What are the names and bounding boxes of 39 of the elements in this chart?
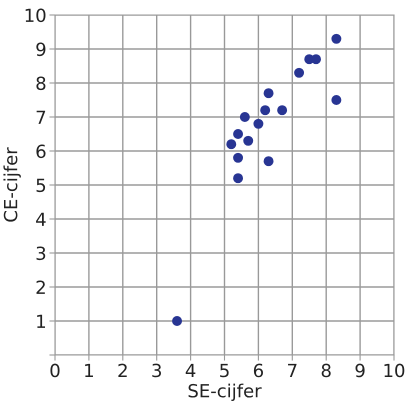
point — [233, 173, 244, 184]
point — [294, 68, 304, 78]
point — [233, 152, 244, 163]
point — [331, 34, 342, 44]
x-tick-label: 5 — [220, 364, 229, 378]
x-tick-label: 4 — [186, 364, 196, 378]
point — [331, 95, 342, 105]
x-tick-label: 0 — [50, 364, 60, 378]
point — [264, 88, 274, 98]
point — [240, 112, 250, 122]
x-tick-label: 8 — [322, 364, 331, 378]
point — [253, 118, 264, 129]
y-tick-label: 2 — [36, 280, 45, 294]
point — [277, 105, 288, 116]
y-axis-title: CE-cijfer — [3, 147, 21, 222]
y-tick-label: 9 — [36, 42, 46, 56]
x-tick-label: 6 — [254, 364, 264, 378]
x-tick-label: 9 — [355, 364, 365, 378]
x-tick-label: 7 — [288, 364, 296, 378]
point — [264, 156, 274, 166]
y-tick-label: 3 — [36, 246, 46, 260]
x-tick-label: 2 — [118, 364, 127, 378]
y-tick-label: 6 — [36, 144, 46, 158]
y-tick-label: 7 — [36, 110, 46, 124]
x-tick-label: 3 — [152, 364, 161, 378]
x-tick-label: 1 — [85, 364, 93, 378]
point — [311, 54, 322, 64]
y-tick-label: 10 — [26, 8, 46, 22]
y-tick-label: 4 — [36, 212, 46, 226]
point — [233, 129, 244, 139]
point — [243, 136, 254, 146]
x-tick-label: 10 — [384, 364, 404, 378]
point — [172, 316, 182, 326]
point — [226, 139, 236, 150]
y-tick-label: 5 — [36, 178, 46, 192]
y-tick-label: 1 — [37, 314, 45, 328]
x-axis-title: SE-cijfer — [188, 384, 262, 402]
y-tick-label: 8 — [36, 76, 46, 90]
point — [260, 105, 270, 116]
